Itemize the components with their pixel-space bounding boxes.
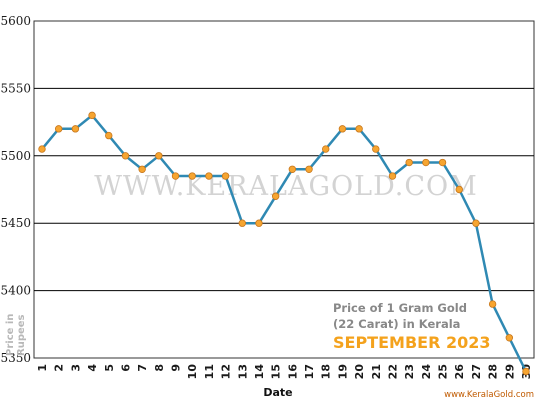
- data-point: [121, 152, 130, 160]
- x-tick-label: 7: [136, 364, 149, 372]
- data-point: [138, 165, 146, 173]
- x-tick-label: 22: [386, 364, 399, 379]
- x-tick-labels: 1 2 3 4 5 6 7 8 9 10 11 12 13 14 15 16 17 18 19 20 21 22 23 24 2…: [36, 364, 533, 380]
- x-tick-label: 6: [119, 364, 132, 372]
- y-tick-label: 5350: [0, 351, 31, 365]
- gridlines: [34, 87, 534, 292]
- x-tick-label: 12: [220, 364, 233, 379]
- data-point: [455, 185, 463, 194]
- data-point: [355, 125, 363, 133]
- info-line-2: (22 Carat) in Kerala: [333, 317, 460, 331]
- data-point: [488, 300, 497, 308]
- y-axis-label-line-2: Rupees: [16, 314, 27, 356]
- data-point: [71, 125, 80, 133]
- x-tick-label: 5: [103, 364, 116, 372]
- data-point: [238, 219, 246, 227]
- data-point: [522, 367, 530, 376]
- y-tick-label: 5600: [0, 14, 31, 28]
- data-point: [155, 152, 163, 160]
- data-point: [271, 192, 280, 200]
- x-tick-label: 26: [453, 364, 466, 380]
- data-point: [388, 172, 397, 180]
- x-axis-label: Date: [263, 386, 292, 399]
- y-tick-labels: 5350 5400 5450 5500 5550 5600: [0, 14, 31, 365]
- x-tick-label: 13: [236, 364, 249, 379]
- data-point: [422, 158, 430, 167]
- data-point: [438, 158, 447, 167]
- info-line-1: Price of 1 Gram Gold: [333, 301, 467, 315]
- x-tick-label: 25: [437, 364, 450, 379]
- x-tick-label: 18: [320, 364, 333, 379]
- x-tick-label: 28: [487, 364, 500, 379]
- watermark: WWW.KERALAGOLD.COM: [94, 171, 478, 202]
- x-tick-label: 11: [203, 364, 216, 379]
- x-tick-label: 4: [86, 364, 99, 372]
- data-point: [171, 172, 180, 180]
- x-tick-label: 20: [353, 364, 366, 380]
- x-tick-label: 8: [153, 364, 166, 372]
- x-tick-label: 15: [270, 364, 283, 379]
- data-point: [221, 172, 230, 180]
- data-point: [305, 165, 313, 173]
- data-point: [54, 125, 63, 133]
- x-tick-label: 2: [53, 364, 66, 372]
- data-point: [472, 219, 480, 227]
- data-point: [205, 172, 213, 180]
- x-tick-label: 9: [170, 364, 183, 372]
- y-tick-label: 5500: [0, 149, 31, 163]
- y-tick-label: 5550: [0, 81, 31, 95]
- data-point: [88, 111, 96, 120]
- x-tick-label: 16: [286, 364, 299, 380]
- data-point: [338, 125, 347, 133]
- x-tick-label: 21: [370, 364, 383, 379]
- data-point: [372, 145, 380, 153]
- data-point: [288, 165, 297, 173]
- data-point: [38, 145, 46, 153]
- y-axis-label-line-1: Price in: [5, 314, 16, 356]
- data-point: [188, 172, 196, 180]
- x-tick-label: 3: [69, 364, 82, 372]
- x-tick-label: 24: [420, 364, 433, 380]
- data-point: [255, 219, 263, 227]
- x-tick-label: 29: [503, 364, 516, 379]
- data-point: [405, 158, 413, 167]
- x-tick-label: 17: [303, 364, 316, 379]
- plot-area: [33, 20, 535, 359]
- x-tick-label: 1: [36, 364, 49, 372]
- month-label: SEPTEMBER 2023: [333, 333, 491, 352]
- x-tick-label: 23: [403, 364, 416, 379]
- series-line: [41, 114, 528, 373]
- x-tick-label: 14: [253, 364, 266, 380]
- x-tick-label: 19: [336, 364, 349, 379]
- x-tick-label: 27: [470, 364, 483, 379]
- data-point: [105, 131, 113, 140]
- y-tick-label: 5450: [0, 216, 31, 230]
- y-tick-label: 5400: [0, 284, 31, 298]
- x-tick-label: 10: [186, 364, 199, 380]
- data-point: [505, 334, 514, 342]
- data-points: [38, 111, 530, 376]
- data-point: [322, 145, 330, 153]
- site-label: www.KeralaGold.com: [444, 390, 534, 400]
